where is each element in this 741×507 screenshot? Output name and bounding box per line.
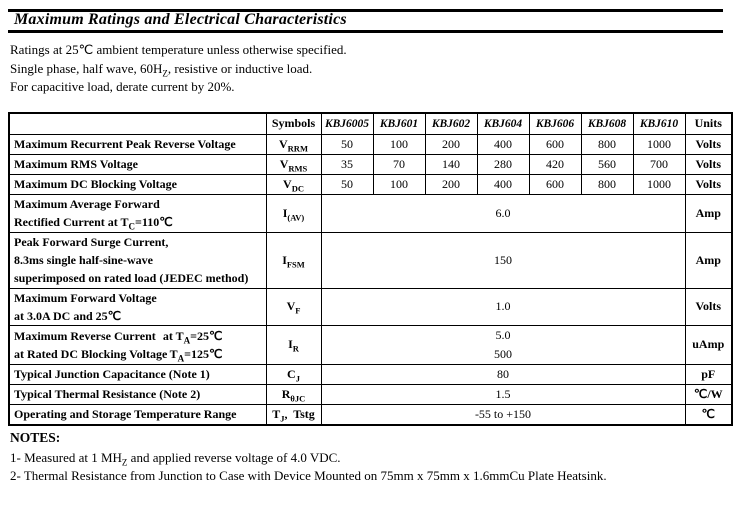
row-label: Typical Junction Capacitance (Note 1) (8, 363, 267, 385)
note-item-2: 2- Thermal Resistance from Junction to C… (10, 468, 607, 483)
header-model-kbj606: KBJ606 (528, 112, 582, 135)
unit-cell: Volts (684, 287, 733, 326)
value-cell-merged: 5.0 500 (320, 324, 686, 365)
row-label: Peak Forward Surge Current, 8.3ms single… (8, 231, 267, 289)
page-title: Maximum Ratings and Electrical Character… (14, 11, 347, 28)
value-cell: 140 (424, 153, 478, 175)
row-label: Maximum DC Blocking Voltage (8, 173, 267, 195)
header-symbols: Symbols (265, 112, 322, 135)
value-cell: 420 (528, 153, 582, 175)
value-cell: 400 (476, 133, 530, 155)
value-cell: 800 (580, 173, 634, 195)
value-cell-merged: 80 (320, 363, 686, 385)
row-label: Operating and Storage Temperature Range (8, 403, 267, 426)
intro-line-ratings: Ratings at 25℃ ambient temperature unles… (10, 42, 347, 57)
row-symbol: VF (265, 287, 322, 326)
row-label: Typical Thermal Resistance (Note 2) (8, 383, 267, 405)
value-cell: 800 (580, 133, 634, 155)
value-cell: 600 (528, 133, 582, 155)
row-label: Maximum Forward Voltage at 3.0A DC and 2… (8, 287, 267, 326)
intro-line-phase: Single phase, half wave, 60HZ, resistive… (10, 60, 313, 79)
ratings-table: Symbols KBJ6005 KBJ601 KBJ602 KBJ604 KBJ… (8, 112, 733, 426)
row-symbol: IFSM (265, 231, 322, 289)
title-rule-top (8, 9, 723, 12)
value-cell: 400 (476, 173, 530, 195)
table-row-tstg: Operating and Storage Temperature Range … (8, 403, 733, 426)
table-row-iav: Maximum Average Forward Rectified Curren… (8, 193, 733, 233)
value-cell: 70 (372, 153, 426, 175)
row-symbol: VDC (265, 173, 322, 195)
table-row-cj: Typical Junction Capacitance (Note 1) CJ… (8, 363, 733, 385)
value-cell-merged: 1.0 (320, 287, 686, 326)
value-cell: 50 (320, 133, 374, 155)
value-cell: 200 (424, 133, 478, 155)
row-symbol: I(AV) (265, 193, 322, 233)
header-model-kbj601: KBJ601 (372, 112, 426, 135)
row-label: Maximum RMS Voltage (8, 153, 267, 175)
value-cell: 35 (320, 153, 374, 175)
value-cell-merged: -55 to +150 (320, 403, 686, 426)
header-model-kbj602: KBJ602 (424, 112, 478, 135)
table-row-vdc: Maximum DC Blocking Voltage VDC 50 100 2… (8, 173, 733, 195)
row-symbol: IR (265, 324, 322, 365)
unit-cell: Volts (684, 173, 733, 195)
intro-text: Ratings at 25℃ ambient temperature unles… (10, 41, 347, 97)
note-item-1: 1- Measured at 1 MHZ and applied reverse… (10, 450, 341, 468)
row-symbol: RθJC (265, 383, 322, 405)
unit-cell: Volts (684, 153, 733, 175)
table-row-ir: Maximum Reverse Current at TA=25℃ at Rate… (8, 324, 733, 365)
unit-cell: ℃ (684, 403, 733, 426)
header-model-kbj608: KBJ608 (580, 112, 634, 135)
row-label: Maximum Average Forward Rectified Curren… (8, 193, 267, 233)
row-symbol: VRRM (265, 133, 322, 155)
value-cell: 100 (372, 133, 426, 155)
header-model-kbj610: KBJ610 (632, 112, 686, 135)
notes-section: NOTES: 1- Measured at 1 MHZ and applied … (10, 429, 607, 485)
table-row-vrms: Maximum RMS Voltage VRMS 35 70 140 280 4… (8, 153, 733, 175)
row-label: Maximum Recurrent Peak Reverse Voltage (8, 133, 267, 155)
value-cell: 200 (424, 173, 478, 195)
value-cell: 50 (320, 173, 374, 195)
value-cell: 1000 (632, 173, 686, 195)
value-cell: 600 (528, 173, 582, 195)
unit-cell: ℃/W (684, 383, 733, 405)
table-row-ifsm: Peak Forward Surge Current, 8.3ms single… (8, 231, 733, 289)
value-cell: 280 (476, 153, 530, 175)
value-cell-merged: 1.5 (320, 383, 686, 405)
value-cell: 700 (632, 153, 686, 175)
value-cell: 100 (372, 173, 426, 195)
title-rule-bottom (8, 30, 723, 33)
table-row-vf: Maximum Forward Voltage at 3.0A DC and 2… (8, 287, 733, 326)
value-cell-merged: 6.0 (320, 193, 686, 233)
unit-cell: Amp (684, 193, 733, 233)
header-blank (8, 112, 267, 135)
header-model-kbj6005: KBJ6005 (320, 112, 374, 135)
unit-cell: Volts (684, 133, 733, 155)
row-symbol: VRMS (265, 153, 322, 175)
row-symbol: TJ, Tstg (265, 403, 322, 426)
table-header-row: Symbols KBJ6005 KBJ601 KBJ602 KBJ604 KBJ… (8, 112, 733, 135)
value-cell: 1000 (632, 133, 686, 155)
value-cell: 560 (580, 153, 634, 175)
unit-cell: Amp (684, 231, 733, 289)
unit-cell: pF (684, 363, 733, 385)
unit-cell: uAmp (684, 324, 733, 365)
header-model-kbj604: KBJ604 (476, 112, 530, 135)
table-row-vrrm: Maximum Recurrent Peak Reverse Voltage V… (8, 133, 733, 155)
intro-line-capacitive: For capacitive load, derate current by 2… (10, 79, 235, 94)
table-row-rthjc: Typical Thermal Resistance (Note 2) RθJC… (8, 383, 733, 405)
row-symbol: CJ (265, 363, 322, 385)
notes-heading: NOTES: (10, 430, 61, 445)
header-units: Units (684, 112, 733, 135)
value-cell-merged: 150 (320, 231, 686, 289)
row-label: Maximum Reverse Current at TA=25℃ at Rate… (8, 324, 267, 365)
